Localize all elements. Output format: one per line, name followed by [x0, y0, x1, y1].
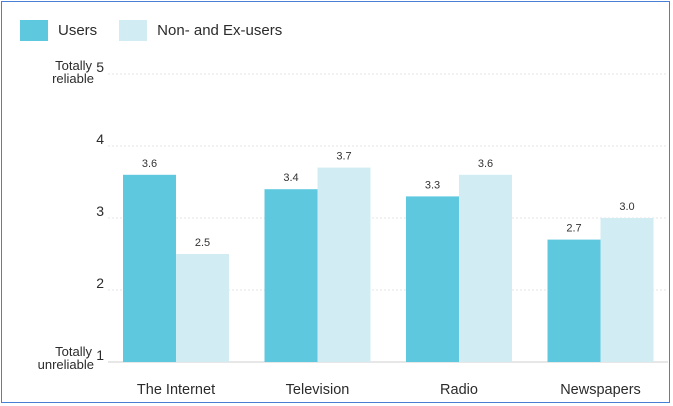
legend-item-non-users: Non- and Ex-users	[119, 20, 282, 41]
data-label-non-users-1: 3.7	[336, 151, 351, 163]
y-tick-bottom-word-1: Totally	[55, 344, 92, 359]
bar-non-users-3	[600, 218, 654, 362]
x-tick-label-3: Newspapers	[560, 382, 641, 398]
bar-non-users-2	[459, 174, 512, 362]
y-tick-5: 5	[96, 59, 104, 75]
legend-item-users: Users	[20, 20, 97, 41]
bar-users-1	[264, 189, 318, 362]
y-tick-bottom-word-2: unreliable	[38, 357, 94, 372]
legend: Users Non- and Ex-users	[20, 20, 304, 41]
data-label-non-users-0: 2.5	[195, 237, 210, 249]
bar-users-3	[547, 239, 601, 362]
x-tick-label-2: Radio	[440, 382, 478, 398]
data-label-non-users-2: 3.6	[478, 158, 493, 170]
bar-users-2	[406, 196, 459, 362]
data-label-users-1: 3.4	[283, 172, 298, 184]
y-tick-3: 3	[96, 203, 104, 219]
y-tick-2: 2	[96, 275, 104, 291]
y-tick-1: 1	[96, 347, 104, 363]
y-tick-top-word-2: reliable	[52, 71, 94, 86]
data-label-users-2: 3.3	[425, 179, 440, 191]
bar-non-users-0	[176, 254, 229, 362]
y-tick-4: 4	[96, 131, 104, 147]
legend-label-non-users: Non- and Ex-users	[157, 22, 283, 39]
x-tick-label-1: Television	[286, 382, 350, 398]
data-label-non-users-3: 3.0	[619, 201, 634, 213]
x-tick-label-0: The Internet	[137, 382, 215, 398]
legend-swatch-non-users	[119, 20, 148, 41]
data-label-users-3: 2.7	[566, 223, 581, 235]
legend-swatch-users	[20, 20, 48, 41]
bar-users-0	[123, 174, 176, 362]
data-label-users-0: 3.6	[142, 158, 157, 170]
y-tick-top-word-1: Totally	[55, 58, 92, 73]
legend-label-users: Users	[58, 22, 98, 39]
bar-non-users-1	[317, 167, 371, 362]
